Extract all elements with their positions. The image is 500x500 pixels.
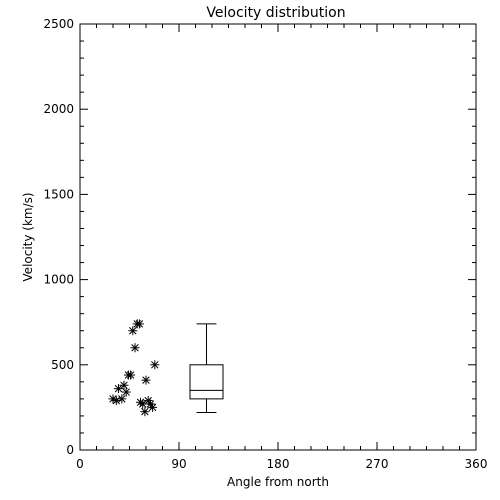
plot-frame: [79, 23, 477, 451]
y-tick-label: 2000: [43, 102, 74, 116]
data-point: [148, 402, 158, 412]
asterisk-stroke: [141, 407, 149, 416]
asterisk-stroke: [138, 400, 147, 408]
data-point: [126, 370, 136, 380]
asterisk-stroke: [129, 326, 137, 335]
data-point: [117, 394, 127, 404]
data-point: [150, 360, 160, 370]
asterisk-stroke: [114, 384, 123, 393]
y-tick-label: 1500: [43, 187, 74, 201]
y-tick-label: 0: [66, 443, 74, 457]
data-point: [114, 384, 123, 394]
asterisk-stroke: [109, 395, 117, 403]
data-point: [111, 396, 121, 406]
data-point: [140, 407, 150, 417]
boxplot: [189, 323, 224, 414]
asterisk-stroke: [146, 400, 155, 408]
data-point: [108, 394, 118, 404]
data-point: [128, 326, 138, 336]
y-axis-label: Velocity (km/s): [21, 192, 35, 281]
data-point: [141, 375, 151, 385]
y-tick-label: 1000: [43, 273, 74, 287]
asterisk-stroke: [142, 376, 150, 384]
x-tick-label: 180: [267, 457, 290, 471]
chart-title: Velocity distribution: [206, 5, 345, 21]
asterisk-stroke: [118, 395, 126, 403]
box-iqr: [189, 364, 224, 400]
data-point: [121, 387, 131, 397]
asterisk-stroke: [135, 320, 144, 328]
data-point: [130, 343, 140, 353]
y-tick-label: 500: [51, 358, 74, 372]
data-point: [134, 319, 144, 329]
data-point: [138, 399, 148, 409]
scatter-points: [108, 319, 160, 417]
x-axis: 0 90 180 270 360: [76, 24, 487, 471]
asterisk-stroke: [120, 381, 128, 389]
data-point: [119, 380, 129, 390]
asterisk-stroke: [144, 396, 152, 405]
x-axis-label: Angle from north: [227, 475, 329, 489]
x-tick-label: 360: [465, 457, 488, 471]
asterisk-stroke: [151, 361, 159, 369]
y-axis: 0 500 1000 1500 2000 2500: [43, 17, 476, 457]
asterisk-stroke: [122, 388, 130, 396]
x-tick-label: 0: [76, 457, 84, 471]
x-tick-label: 90: [171, 457, 186, 471]
y-tick-label: 2500: [43, 17, 74, 31]
asterisk-stroke: [126, 371, 135, 379]
asterisk-stroke: [148, 403, 157, 412]
asterisk-stroke: [131, 344, 139, 352]
asterisk-stroke: [112, 396, 121, 405]
x-tick-label: 270: [366, 457, 389, 471]
